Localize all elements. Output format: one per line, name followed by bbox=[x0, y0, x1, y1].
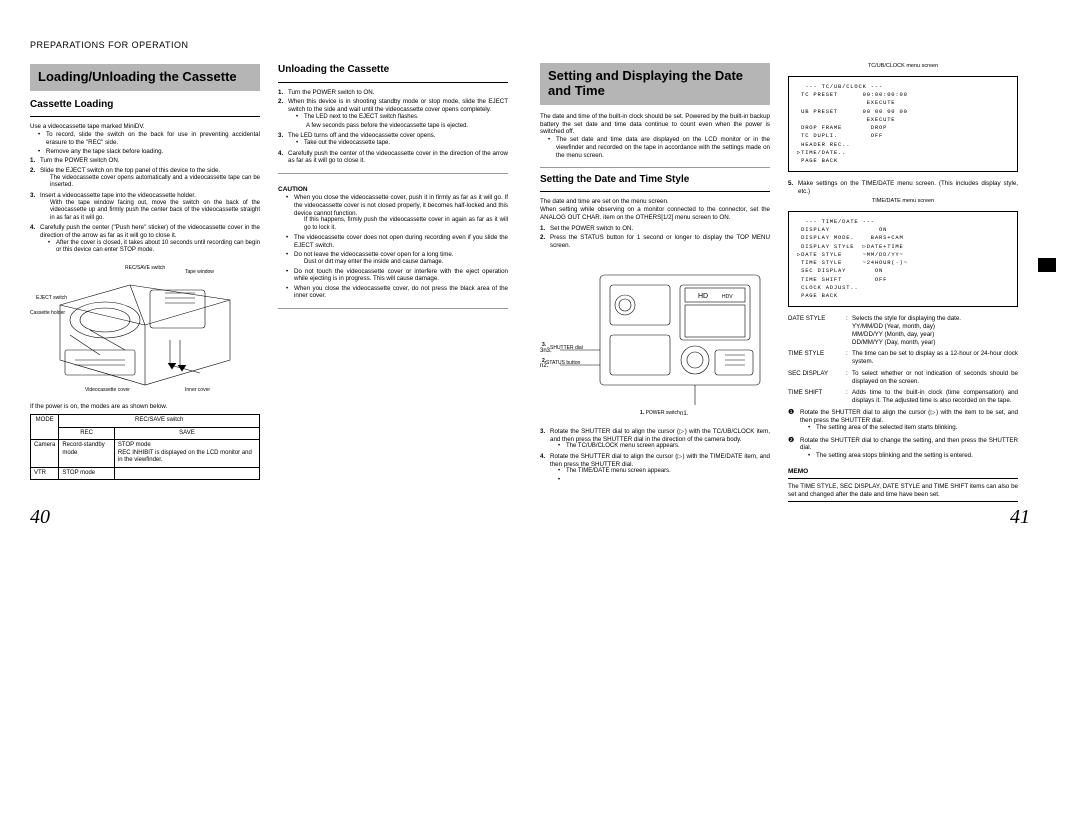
label: Tape window bbox=[185, 269, 214, 275]
label: 1. POWER switch bbox=[640, 410, 680, 416]
section-banner-datetime: Setting and Displaying the Date and Time bbox=[540, 63, 770, 105]
camera-illustration: HD HDV 3n3. n2. n1. SHUTTER dial STATUS bbox=[540, 260, 770, 420]
table-caption: If the power is on, the modes are as sho… bbox=[30, 403, 260, 411]
page-header: PREPARATIONS FOR OPERATION bbox=[30, 40, 520, 50]
page-right: Setting and Displaying the Date and Time… bbox=[540, 40, 1030, 529]
col-1: Loading/Unloading the Cassette Cassette … bbox=[30, 64, 260, 506]
page-number: 40 bbox=[30, 506, 520, 529]
label: SHUTTER dial bbox=[550, 345, 583, 351]
caution-heading: CAUTION bbox=[278, 186, 508, 194]
cassette-illustration: REC/SAVE switch Tape window EJECT switch… bbox=[30, 265, 260, 395]
step: 1.Turn the POWER switch to ON. bbox=[278, 89, 508, 97]
definitions: DATE STYLE:Selects the style for display… bbox=[788, 315, 1018, 409]
label: REC/SAVE switch bbox=[125, 265, 165, 271]
menu-caption: TIME/DATE menu screen bbox=[788, 198, 1018, 205]
step: 3.Rotate the SHUTTER dial to align the c… bbox=[540, 428, 770, 451]
heading-cassette-loading: Cassette Loading bbox=[30, 99, 260, 112]
circled-steps: ❶Rotate the SHUTTER dial to align the cu… bbox=[788, 409, 1018, 465]
svg-text:HD: HD bbox=[698, 293, 708, 300]
col-4: TC/UB/CLOCK menu screen --- TC/UB/CLOCK … bbox=[788, 63, 1018, 506]
step: 3.Insert a videocassette tape into the v… bbox=[30, 192, 260, 222]
label: EJECT switch bbox=[36, 295, 67, 301]
step: 1.Turn the POWER switch ON. bbox=[30, 157, 260, 165]
label: Cassette holder bbox=[30, 310, 65, 316]
rule bbox=[30, 116, 260, 117]
step: 4.Carefully push the center ("Push here"… bbox=[30, 224, 260, 255]
caution-item: When you close the videocassette cover, … bbox=[286, 194, 508, 232]
menu-screen-tcub: --- TC/UB/CLOCK --- TC PRESET 00:00:00:0… bbox=[788, 76, 1018, 173]
caution-item: Do not touch the videocassette cover or … bbox=[286, 268, 508, 284]
memo-text: The TIME STYLE, SEC DISPLAY, DATE STYLE … bbox=[788, 483, 1018, 499]
caution-item: The videocassette cover does not open du… bbox=[286, 234, 508, 250]
bullet: Remove any the tape slack before loading… bbox=[38, 148, 260, 156]
heading-date-time-style: Setting the Date and Time Style bbox=[540, 174, 770, 187]
body-text: Use a videocassette tape marked MiniDV. bbox=[30, 123, 260, 131]
memo-heading: MEMO bbox=[788, 468, 1018, 476]
section-banner-cassette: Loading/Unloading the Cassette bbox=[30, 64, 260, 91]
col-2: Unloading the Cassette 1.Turn the POWER … bbox=[278, 64, 508, 506]
intro-text: The date and time of the built-in clock … bbox=[540, 113, 770, 136]
caution-item: When you close the videocassette cover, … bbox=[286, 285, 508, 301]
svg-text:n1.: n1. bbox=[680, 411, 689, 417]
col-3: Setting and Displaying the Date and Time… bbox=[540, 63, 770, 506]
step: 3.The LED turns off and the videocassett… bbox=[278, 132, 508, 147]
label: Videocassette cover bbox=[85, 387, 130, 393]
mode-table: MODEREC/SAVE switch RECSAVE CameraRecord… bbox=[30, 414, 260, 480]
section-tab bbox=[1038, 258, 1056, 272]
heading-unloading: Unloading the Cassette bbox=[278, 64, 508, 77]
step: 4.Rotate the SHUTTER dial to align the c… bbox=[540, 453, 770, 476]
step: 1.Set the POWER switch to ON. bbox=[540, 225, 770, 233]
step: 4.Carefully push the center of the video… bbox=[278, 150, 508, 166]
spread: PREPARATIONS FOR OPERATION Loading/Unloa… bbox=[0, 0, 1080, 549]
step: 5.Make settings on the TIME/DATE menu sc… bbox=[788, 180, 1018, 196]
label: STATUS button bbox=[546, 360, 580, 366]
label: Inner cover bbox=[185, 387, 210, 393]
page-number: 41 bbox=[540, 506, 1030, 529]
bullet: To record, slide the switch on the back … bbox=[38, 131, 260, 147]
step: 2.Press the STATUS button for 1 second o… bbox=[540, 234, 770, 250]
caution-item: Do not leave the videocassette cover ope… bbox=[286, 251, 508, 266]
menu-caption: TC/UB/CLOCK menu screen bbox=[788, 63, 1018, 70]
page-left: PREPARATIONS FOR OPERATION Loading/Unloa… bbox=[30, 40, 520, 529]
svg-text:HDV: HDV bbox=[722, 294, 733, 300]
rule bbox=[278, 82, 508, 83]
step: 2.Slide the EJECT switch on the top pane… bbox=[30, 167, 260, 190]
menu-screen-timedate: --- TIME/DATE --- DISPLAY ON DISPLAY MOD… bbox=[788, 211, 1018, 308]
step: 2.When this device is in shooting standb… bbox=[278, 98, 508, 130]
